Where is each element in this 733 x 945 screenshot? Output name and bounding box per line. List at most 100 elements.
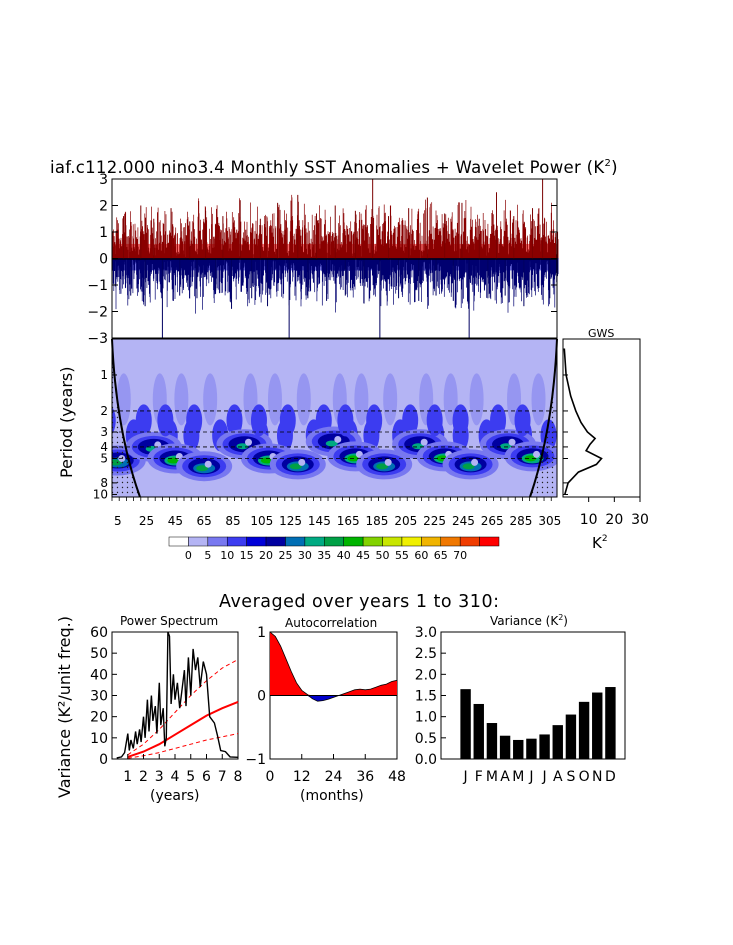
colorbar-swatch <box>421 536 442 547</box>
power-spectrum-ytick-label: 10 <box>90 731 108 747</box>
variance-title: Variance (K2) <box>490 613 568 628</box>
wavelet-xtick-label: 45 <box>168 514 183 528</box>
gws-panel: GWS 10 20 30 K2 <box>562 327 649 552</box>
power-spectrum-axes: 0 10 20 30 40 50 60 1 2 3 4 5 6 7 8 <box>90 625 242 785</box>
power-spectrum-ylabel: Variance (K²/unit freq.) <box>55 616 74 798</box>
power-spectrum-ytick-label: 30 <box>90 689 108 705</box>
wavelet-hole <box>204 460 212 468</box>
wavelet-lobe <box>337 404 354 437</box>
wavelet-ytick-label: 2 <box>100 404 108 418</box>
power-spectrum-xtick-label: 4 <box>171 769 180 785</box>
wavelet-xtick-label: 65 <box>197 514 212 528</box>
wavelet-contour-peak <box>325 440 338 447</box>
timeseries-ytick-label: 2 <box>99 199 108 215</box>
wavelet-contour-peak <box>167 457 180 464</box>
colorbar-label: 5 <box>204 549 211 562</box>
gws-xtick-label: 20 <box>605 512 623 528</box>
variance-bar <box>499 735 511 759</box>
wavelet-lobe <box>135 404 152 437</box>
power-spectrum-xtick-label: 3 <box>155 769 164 785</box>
wavelet-streak <box>116 373 131 426</box>
colorbar-label: 45 <box>356 549 370 562</box>
colorbar-label: 0 <box>185 549 192 562</box>
variance-panel: Variance (K2) 0.00.51.01.52.02.53.0J F M A M… <box>415 613 626 785</box>
colorbar-label: 60 <box>414 549 428 562</box>
wavelet-lobe <box>426 404 443 437</box>
gws-xlabel-main: K <box>592 534 603 552</box>
variance-bar <box>552 725 563 759</box>
wavelet-lobe <box>279 404 296 437</box>
wavelet-xtick-label: 265 <box>481 514 504 528</box>
colorbar-label: 30 <box>298 549 312 562</box>
autocorrelation-xtick-label: 48 <box>388 769 406 785</box>
timeseries-ytick-label: 1 <box>99 225 108 241</box>
gws-xtick-label: 30 <box>631 512 649 528</box>
wavelet-contour-peak <box>289 463 302 470</box>
variance-bar <box>539 734 550 759</box>
cone-curve-left <box>111 338 141 498</box>
gws-curve <box>563 348 603 495</box>
colorbar-swatch <box>168 536 189 547</box>
colorbar-swatch <box>440 536 461 547</box>
wavelet-xtick-label: 125 <box>279 514 302 528</box>
wavelet-xtick-label: 85 <box>225 514 240 528</box>
power-spectrum-xtick-label: 1 <box>123 769 132 785</box>
variance-ytick-label: 1.0 <box>415 710 437 726</box>
wavelet-xtick-label: 165 <box>337 514 360 528</box>
colorbar-swatch <box>362 536 383 547</box>
wavelet-streak <box>383 373 398 426</box>
wavelet-lobe <box>186 404 203 437</box>
colorbar-swatch <box>304 536 325 547</box>
timeseries-ytick-label: 0 <box>99 252 108 268</box>
wavelet-xtick-label: 145 <box>308 514 331 528</box>
wavelet-contour-peak <box>196 465 209 472</box>
power-spectrum-lines <box>116 631 239 759</box>
variance-bars <box>460 687 616 759</box>
wavelet-xtick-label: 225 <box>423 514 446 528</box>
wavelet-ytick-label: 1 <box>100 368 108 382</box>
wavelet-ytick-label: 4 <box>100 440 108 454</box>
wavelet-lobe <box>402 404 419 437</box>
wavelet-hole <box>471 458 479 466</box>
timeseries-ytick-label: −1 <box>87 278 108 294</box>
timeseries-bars <box>111 179 559 338</box>
timeseries-positive-texture <box>111 194 559 259</box>
variance-bar <box>526 738 537 759</box>
autocorrelation-ytick-label: −1 <box>245 752 266 768</box>
variance-month-label: D <box>605 769 616 785</box>
wavelet-streak <box>203 373 218 426</box>
wavelet-contour-peak <box>236 443 249 450</box>
gws-title: GWS <box>588 327 614 340</box>
variance-ytick-label: 0.0 <box>415 752 437 768</box>
variance-bar <box>592 692 603 759</box>
variance-month-label: M <box>486 769 498 785</box>
gws-xlabel: K2 <box>592 534 608 552</box>
colorbar-label: 10 <box>220 549 234 562</box>
wavelet-lobe <box>366 404 383 437</box>
cone-of-influence-left <box>112 339 140 497</box>
autocorrelation-title: Autocorrelation <box>285 616 377 630</box>
wavelet-lobe <box>490 404 507 437</box>
wavelet-streak <box>469 373 484 426</box>
wavelet-ytick-label: 3 <box>100 425 108 439</box>
colorbar-label: 25 <box>278 549 292 562</box>
colorbar-swatch <box>246 536 267 547</box>
wavelet-hole <box>298 458 306 466</box>
power-spectrum-xtick-label: 2 <box>139 769 148 785</box>
autocorrelation-curve <box>269 631 398 702</box>
spectrum-curve <box>116 631 239 759</box>
autocorrelation-xtick-label: 12 <box>293 769 311 785</box>
power-spectrum-xtick-label: 5 <box>186 769 195 785</box>
cone-of-influence-right <box>530 339 557 497</box>
autocorrelation-axes: 10−10 12 24 36 48 <box>245 625 406 785</box>
wavelet-ylabel: Period (years) <box>57 367 76 479</box>
variance-title-close: ) <box>563 614 568 628</box>
wavelet-streak <box>354 373 369 426</box>
colorbar-swatch <box>188 536 209 547</box>
variance-bar <box>513 739 524 759</box>
wavelet-xtick-label: 205 <box>394 514 417 528</box>
variance-ytick-label: 0.5 <box>415 731 437 747</box>
wavelet-xaxis: 5 25 45 65 85 105 125 145 165 185 205 225 245 265 285 3… <box>111 497 561 528</box>
wavelet-hole <box>533 450 541 458</box>
wavelet-hole <box>334 435 342 443</box>
